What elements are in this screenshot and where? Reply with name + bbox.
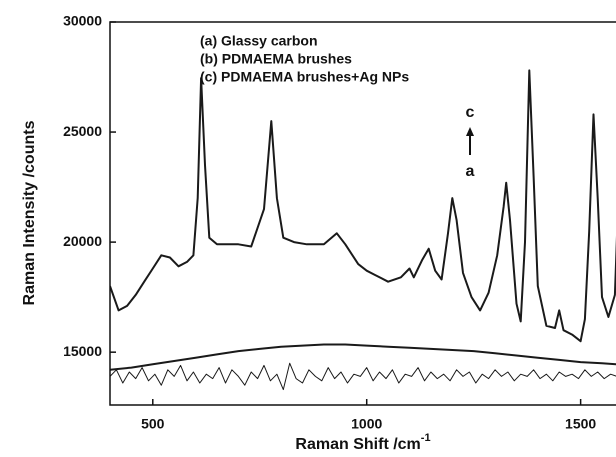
annotation: a [466,163,475,180]
spectrum-line [110,362,616,391]
x-tick-label: 500 [141,416,165,432]
y-tick-label: 25000 [63,123,102,139]
arrow-head [466,127,474,136]
spectrum-line [110,343,616,371]
annotation: c [466,104,475,121]
y-axis-label: Raman Intensity /counts [21,120,38,305]
legend-entry: (a) Glassy carbon [200,33,318,49]
spectrum-line [110,69,616,343]
x-axis-label: Raman Shift /cm-1 [295,432,430,453]
x-tick-label: 1000 [351,416,382,432]
plot-frame [109,21,616,406]
x-label-sup: -1 [421,432,431,444]
y-tick-label: 15000 [63,343,102,359]
x-tick-label: 1500 [565,416,596,432]
y-tick-label: 20000 [63,233,102,249]
y-tick-label: 30000 [63,13,102,29]
legend-entry: (c) PDMAEMA brushes+Ag NPs [200,69,409,85]
x-label-main: Raman Shift /cm [295,436,420,453]
legend-entry: (b) PDMAEMA brushes [200,51,352,67]
